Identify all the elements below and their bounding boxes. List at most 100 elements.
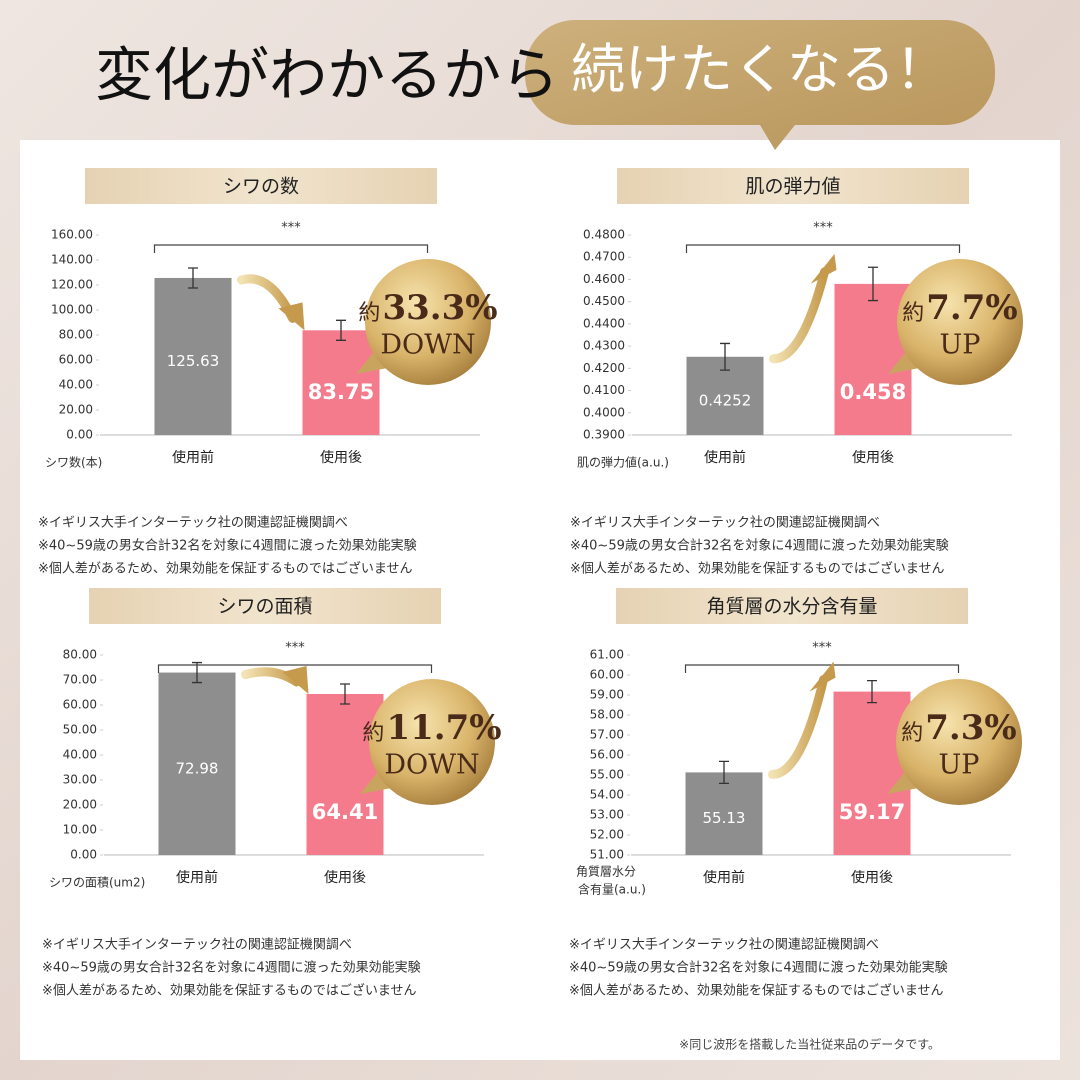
significance-bracket — [685, 244, 961, 253]
significance-label: *** — [285, 641, 305, 656]
value-label: 64.41 — [312, 800, 378, 824]
y-axis-label: シワ数(本) — [45, 455, 102, 470]
footnote: ※40~59歳の男女合計32名を対象に4週間に渡った効果効能実験 — [570, 538, 949, 554]
bar — [685, 772, 763, 855]
badge — [897, 259, 1023, 385]
x-tick-label: 使用後 — [852, 449, 894, 466]
y-tick-label: 0.4600 — [583, 272, 625, 286]
y-tick-label: 40.00 — [59, 378, 93, 392]
x-tick-label: 使用前 — [176, 869, 218, 886]
y-axis-label: 肌の弾力値(a.u.) — [577, 455, 669, 470]
y-tick-label: 56.00 — [590, 748, 624, 762]
x-tick-label: 使用前 — [704, 449, 746, 466]
trend-arrow-head — [278, 302, 305, 331]
x-tick-label: 使用後 — [324, 869, 366, 886]
y-tick-label: 0.4800 — [583, 228, 625, 242]
y-axis-label: 含有量(a.u.) — [578, 882, 646, 897]
y-tick-label: 52.00 — [590, 828, 624, 842]
y-tick-label: 53.00 — [590, 808, 624, 822]
y-tick-label: 120.00 — [51, 278, 93, 292]
y-tick-label: 58.00 — [590, 708, 624, 722]
y-tick-label: 0.00 — [70, 848, 97, 862]
panel-title-bar — [89, 588, 441, 624]
y-tick-label: 100.00 — [51, 303, 93, 317]
panel-title: 角質層の水分含有量 — [706, 596, 877, 618]
value-label: 59.17 — [839, 800, 905, 824]
y-tick-label: 0.00 — [66, 428, 93, 442]
significance-label: *** — [812, 641, 832, 656]
error-bar — [868, 266, 878, 302]
badge-word: UP — [939, 750, 980, 781]
y-tick-label: 59.00 — [590, 688, 624, 702]
footnote: ※イギリス大手インターテック社の関連認証機関調べ — [569, 937, 879, 953]
headline-lead: 変化がわかるから — [95, 41, 559, 109]
footnote: ※40~59歳の男女合計32名を対象に4週間に渡った効果効能実験 — [569, 960, 948, 976]
bar — [306, 693, 384, 855]
badge-prefix: 約 — [901, 721, 923, 746]
panel-title-bar — [617, 168, 969, 204]
y-tick-label: 30.00 — [63, 773, 97, 787]
badge-word: DOWN — [380, 330, 475, 361]
y-tick-label: 40.00 — [63, 748, 97, 762]
y-tick-label: 140.00 — [51, 253, 93, 267]
badge-word: DOWN — [384, 750, 479, 781]
y-tick-label: 20.00 — [63, 798, 97, 812]
panel-title-bar — [616, 588, 968, 624]
significance-bracket — [153, 244, 429, 253]
y-tick-label: 160.00 — [51, 228, 93, 242]
bar — [302, 330, 380, 435]
error-bar — [192, 661, 202, 684]
badge-value: 7.7% — [926, 288, 1017, 328]
bar — [154, 277, 232, 435]
value-label: 55.13 — [703, 809, 746, 827]
y-tick-label: 51.00 — [590, 848, 624, 862]
footnote: ※個人差があるため、効果効能を保証するものではございません — [569, 983, 944, 999]
footnote: ※イギリス大手インターテック社の関連認証機関調べ — [570, 515, 880, 531]
badge-value: 11.7% — [386, 708, 501, 748]
trend-arrow-head — [810, 253, 837, 284]
badge — [896, 679, 1022, 805]
footnote: ※40~59歳の男女合計32名を対象に4週間に渡った効果効能実験 — [42, 960, 421, 976]
x-tick-label: 使用後 — [851, 869, 893, 886]
badge-tail — [888, 347, 925, 374]
y-tick-label: 60.00 — [63, 698, 97, 712]
y-tick-label: 0.4400 — [583, 316, 625, 330]
error-bar — [719, 760, 729, 785]
value-label: 72.98 — [176, 759, 219, 777]
value-label: 83.75 — [308, 380, 374, 404]
error-bar — [188, 267, 198, 289]
panel-title: シワの数 — [223, 176, 299, 198]
y-axis-label: 角質層水分 — [576, 864, 636, 879]
footer-note: ※同じ波形を搭載した当社従来品のデータです。 — [679, 1037, 940, 1052]
panel-title: シワの面積 — [217, 596, 312, 618]
headline-pill — [525, 20, 995, 150]
footnote: ※個人差があるため、効果効能を保証するものではございません — [38, 561, 413, 577]
significance-bracket — [157, 664, 433, 673]
badge-tail — [360, 767, 397, 794]
trend-arrow — [769, 267, 829, 364]
error-bar — [340, 683, 350, 705]
error-bar — [867, 679, 877, 704]
trend-arrow-head — [282, 665, 309, 694]
y-tick-label: 0.4000 — [583, 405, 625, 419]
y-tick-label: 20.00 — [59, 403, 93, 417]
y-tick-label: 0.4300 — [583, 339, 625, 353]
y-tick-label: 0.4100 — [583, 383, 625, 397]
value-label: 0.458 — [840, 380, 906, 404]
y-tick-label: 80.00 — [59, 328, 93, 342]
y-tick-label: 61.00 — [590, 648, 624, 662]
y-tick-label: 55.00 — [590, 768, 624, 782]
y-tick-label: 80.00 — [63, 648, 97, 662]
trend-arrow — [768, 675, 828, 779]
significance-label: *** — [281, 221, 301, 236]
value-label: 0.4252 — [699, 391, 752, 409]
badge — [365, 259, 491, 385]
footnote: ※40~59歳の男女合計32名を対象に4週間に渡った効果効能実験 — [38, 538, 417, 554]
y-tick-label: 50.00 — [63, 723, 97, 737]
y-tick-label: 0.3900 — [583, 428, 625, 442]
trend-arrow-head — [809, 661, 836, 692]
bar — [833, 691, 911, 855]
footnote: ※個人差があるため、効果効能を保証するものではございません — [42, 983, 417, 999]
value-label: 125.63 — [167, 352, 220, 370]
